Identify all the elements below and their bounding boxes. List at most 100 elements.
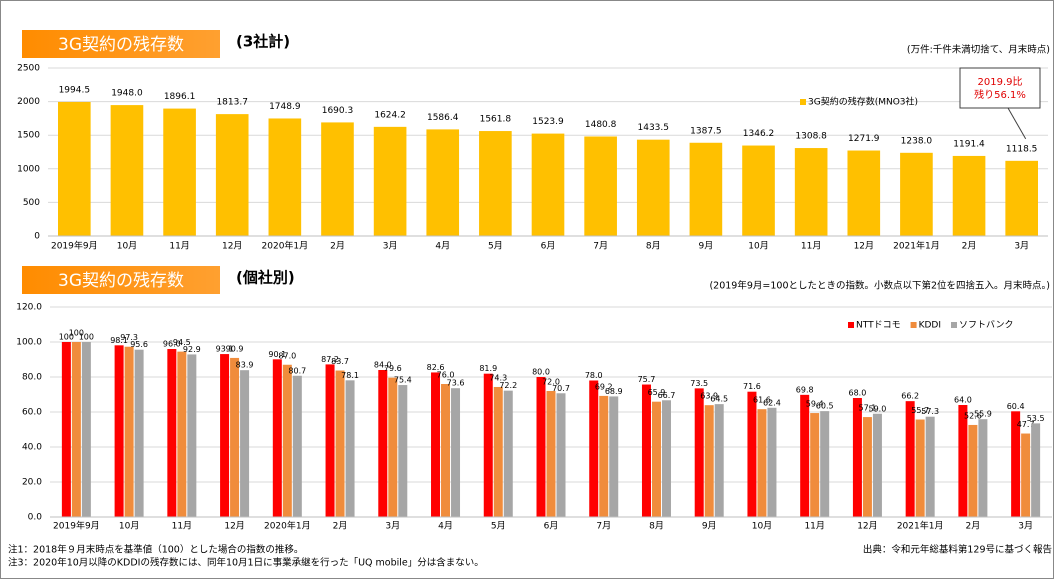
x-tick-label: 11月	[172, 521, 192, 532]
x-tick-label: 6月	[544, 521, 559, 532]
bar	[441, 384, 451, 517]
bar	[847, 150, 881, 236]
data-label: 1387.5	[690, 126, 722, 136]
x-tick-label: 9月	[699, 241, 714, 252]
data-label: 1896.1	[164, 92, 196, 102]
bar	[81, 342, 91, 517]
x-tick-label: 2020年1月	[262, 240, 309, 252]
bar	[373, 126, 407, 236]
footnote: 注3：2020年10月以降のKDDIの残存数には、同年10月1日に事業承継を行っ…	[8, 557, 484, 569]
bar	[398, 385, 408, 517]
bar	[546, 391, 556, 517]
data-label: 57.1	[859, 404, 877, 413]
x-tick-label: 3月	[385, 521, 400, 532]
data-label: 1308.8	[795, 132, 827, 142]
bar	[641, 384, 651, 517]
data-label: 83.9	[236, 361, 254, 370]
x-tick-label: 11月	[801, 241, 821, 252]
x-tick-label: 3月	[1018, 521, 1033, 532]
data-label: 68.9	[605, 387, 623, 396]
data-label: 84.0	[374, 361, 392, 370]
bar	[114, 345, 124, 517]
data-label: 92.9	[183, 345, 201, 354]
x-tick-label: 10月	[748, 241, 768, 252]
bar	[820, 411, 830, 517]
title-box	[22, 266, 220, 294]
data-label: 80.0	[532, 368, 550, 377]
x-tick-label: 2月	[962, 241, 977, 252]
bar	[177, 351, 187, 517]
bar	[925, 416, 935, 517]
bar	[757, 409, 767, 517]
data-label: 1561.8	[480, 115, 512, 125]
chart-subtitle: (個社別)	[236, 269, 295, 287]
bar	[321, 122, 354, 236]
data-label: 75.4	[394, 376, 412, 385]
x-tick-label: 4月	[435, 241, 450, 252]
y-tick-label: 40.0	[22, 443, 42, 453]
data-label: 79.6	[384, 364, 402, 373]
x-tick-label: 3月	[1014, 241, 1029, 252]
bar	[852, 398, 862, 517]
data-label: 100	[59, 333, 74, 342]
bar	[689, 142, 723, 236]
data-label: 87.0	[278, 351, 296, 360]
bar	[958, 405, 968, 517]
y-tick-label: 0.0	[28, 513, 43, 523]
data-label: 76.0	[437, 371, 455, 380]
unit-note: (万件:千件未満切捨て、月末時点)	[907, 44, 1050, 56]
y-tick-label: 20.0	[22, 478, 42, 488]
bar	[378, 370, 388, 517]
data-label: 57.3	[921, 407, 939, 416]
bar	[651, 401, 661, 517]
bar	[900, 152, 933, 236]
data-label: 59.0	[869, 404, 887, 413]
bar	[335, 370, 345, 517]
x-tick-label: 10月	[752, 521, 772, 532]
data-label: 96.0	[163, 340, 181, 349]
x-tick-label: 2月	[966, 521, 981, 532]
bar	[599, 395, 609, 517]
bar	[451, 388, 461, 517]
y-tick-label: 500	[23, 198, 40, 208]
x-tick-label: 12月	[854, 241, 874, 252]
data-label: 64.5	[710, 395, 728, 404]
data-label: 1523.9	[532, 117, 564, 127]
data-label: 72.0	[542, 378, 560, 387]
data-label: 47.7	[1017, 420, 1035, 429]
bar	[794, 148, 828, 236]
data-label: 63.9	[700, 392, 718, 401]
x-tick-label: 5月	[491, 521, 506, 532]
legend-label: ソフトバンク	[959, 320, 1013, 331]
data-label: 1690.3	[322, 106, 354, 116]
bar	[426, 129, 460, 236]
bar	[134, 349, 144, 517]
data-label: 55.7	[911, 406, 929, 415]
annotation: 2019.9比残り56.1%	[974, 76, 1026, 101]
data-label: 78.0	[585, 371, 603, 380]
x-tick-label: 6月	[541, 241, 556, 252]
bar	[747, 391, 757, 517]
bar	[220, 354, 230, 517]
data-label: 90.1	[268, 350, 286, 359]
data-label: 73.6	[447, 379, 465, 388]
bar	[483, 373, 493, 517]
bar	[536, 377, 546, 517]
bar	[58, 101, 91, 236]
bar	[968, 424, 978, 517]
data-label: 60.5	[816, 402, 834, 411]
bar	[163, 108, 196, 236]
bar	[240, 370, 250, 517]
legend-label: NTTドコモ	[856, 321, 901, 331]
bar	[272, 359, 282, 517]
bar	[431, 372, 441, 517]
bar	[978, 419, 988, 517]
y-tick-label: 0	[34, 232, 40, 242]
data-label: 1191.4	[953, 139, 985, 149]
x-tick-label: 11月	[804, 521, 824, 532]
y-tick-label: 60.0	[22, 408, 42, 418]
x-tick-label: 5月	[488, 241, 503, 252]
x-tick-label: 3月	[383, 241, 398, 252]
data-label: 59.4	[806, 400, 824, 409]
